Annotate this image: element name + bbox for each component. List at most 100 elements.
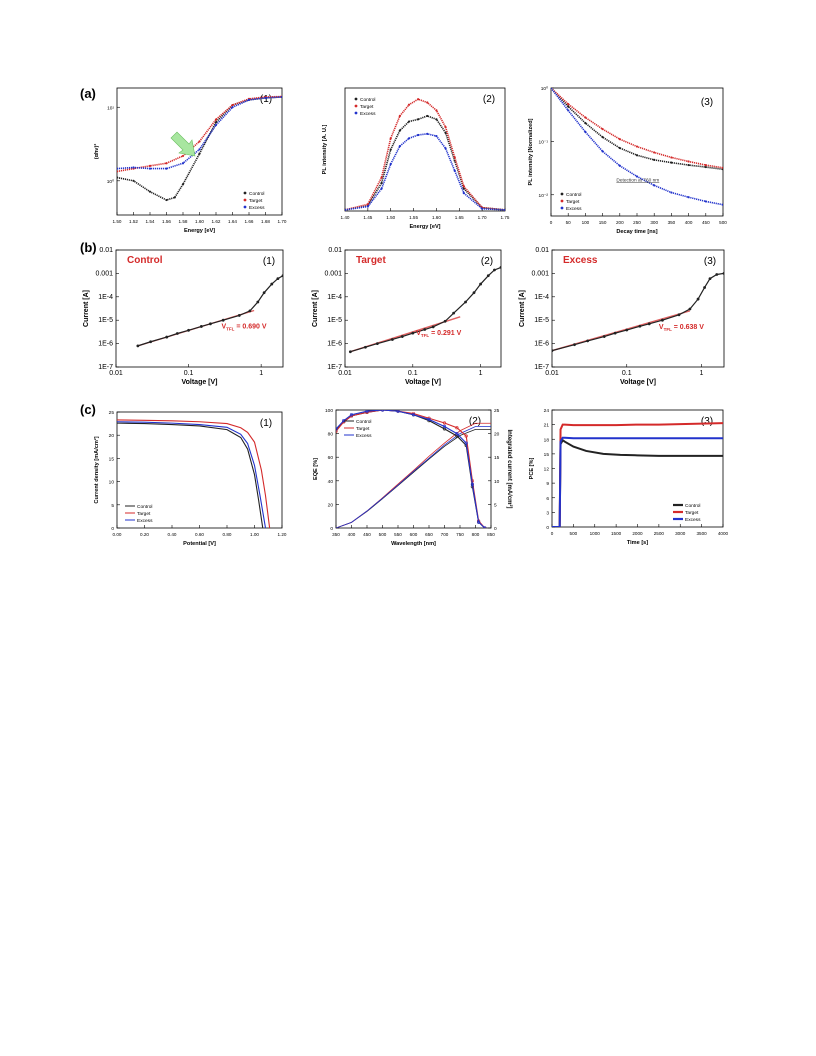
- vtfl-value: = 0.638 V: [672, 324, 704, 331]
- vtfl-label: VTFL = 0.638 V: [659, 324, 704, 332]
- x-tick-label: 3500: [697, 531, 708, 536]
- legend-label: Control: [356, 419, 371, 425]
- y-tick-label: 40: [328, 479, 334, 485]
- legend-swatch: [560, 199, 564, 203]
- x-tick-label: 1000: [590, 531, 601, 536]
- x-tick-label: 1.40: [341, 215, 350, 220]
- y-axis-label: (αhν)²: [93, 144, 100, 160]
- x-tick-label: 2500: [654, 531, 665, 536]
- x-tick-label: 1: [700, 370, 704, 377]
- x-tick-label: 1.62: [212, 219, 221, 224]
- y-tick-label: 1E-5: [327, 317, 342, 324]
- x-tick-label: 0.40: [168, 532, 177, 537]
- x-tick-label: 1: [259, 370, 263, 377]
- chart-b2: 0.01 0.1 1 1E-7 1E-6 1E-5 1E-4 0.001 0.01 Voltage…: [312, 247, 502, 386]
- plot-frame: [116, 411, 283, 529]
- y-tick-label: 80: [328, 432, 334, 438]
- x-tick-label: 200: [616, 220, 624, 225]
- x-tick-label: 1.45: [363, 215, 372, 220]
- marker-target: [464, 434, 468, 438]
- x-tick-label: 1.52: [129, 219, 138, 224]
- plot-frame: [116, 87, 283, 216]
- plot-area: [117, 419, 271, 528]
- series-trace-excess: [551, 88, 723, 206]
- x-tick-label: 650: [425, 532, 433, 537]
- plot-area: [136, 274, 283, 348]
- panel-number: (1): [260, 418, 272, 429]
- marker-excess: [455, 432, 459, 436]
- vtfl-label: VTFL = 0.291 V: [416, 330, 461, 338]
- x-tick-label: 600: [410, 532, 418, 537]
- series-trace-target: [117, 95, 282, 173]
- chart-c3: 0 500 1000 1500 2000 2500 3000 3500 4000 0 3 6 9 12 15…: [529, 408, 729, 546]
- legend-label: Control: [566, 192, 581, 198]
- plot-area: [345, 98, 505, 211]
- x-tick-label: 0.1: [408, 370, 418, 377]
- series-trace-control: [551, 88, 723, 171]
- panel-number: (3): [704, 256, 716, 267]
- vtfl-value: = 0.690 V: [234, 323, 266, 330]
- plot-area: [552, 272, 724, 353]
- sample-label: Target: [356, 255, 386, 266]
- y2-tick-label: 20: [494, 432, 500, 438]
- legend-label: Target: [685, 510, 699, 516]
- x-tick-label: 300: [650, 220, 658, 225]
- y-tick-label: 1E-6: [327, 341, 342, 348]
- x-tick-label: 1.54: [146, 219, 155, 224]
- chart-a2: 1.40 1.45 1.50 1.55 1.60 1.65 1.70 1.75 Energy […: [322, 87, 510, 230]
- x-tick-label: 1.64: [228, 219, 237, 224]
- panel-number: (3): [701, 97, 713, 108]
- series-line-excess: [336, 410, 486, 528]
- legend-swatch: [243, 198, 247, 202]
- x-tick-label: 0: [550, 220, 553, 225]
- x-tick-label: 0.1: [622, 370, 632, 377]
- series-line-target: [117, 419, 271, 528]
- marker-excess: [470, 482, 475, 486]
- series-trace-control: [117, 96, 282, 201]
- y-axis-label: Current density [mA/cm²]: [93, 436, 100, 503]
- x-tick-label: 500: [379, 532, 387, 537]
- y-tick-label: 5: [111, 503, 114, 509]
- x-tick-label: 3000: [675, 531, 686, 536]
- y-tick-label: 18: [544, 437, 550, 443]
- legend-label: Target: [137, 511, 151, 517]
- y-tick-label: 0: [111, 526, 114, 532]
- series-line-control: [117, 422, 264, 528]
- sample-label: Control: [127, 255, 163, 266]
- x-tick-label: 700: [441, 532, 449, 537]
- x-tick-label: 850: [487, 532, 495, 537]
- y-tick-label: 0.001: [95, 270, 113, 277]
- marker-target: [442, 421, 447, 425]
- y-tick-label: 10: [109, 480, 115, 486]
- x-tick-label: 1.70: [478, 215, 487, 220]
- x-tick-label: 100: [582, 220, 590, 225]
- y-tick-label: 0.001: [531, 270, 549, 277]
- x-tick-label: 350: [332, 532, 340, 537]
- x-tick-label: 0.60: [195, 532, 204, 537]
- y-tick-label: 3: [546, 510, 549, 516]
- x-tick-label: 50: [566, 220, 572, 225]
- y-tick-label: 12: [544, 467, 550, 473]
- plot-area: [551, 88, 723, 206]
- y-tick-label: 20: [328, 502, 334, 508]
- y-tick-label: 0.01: [328, 247, 342, 254]
- x-tick-label: 1.20: [278, 532, 287, 537]
- y-tick-label: 25: [109, 410, 115, 416]
- x-tick-label: 1.55: [409, 215, 418, 220]
- marker-excess: [396, 410, 400, 413]
- series-trace-data: [350, 266, 501, 353]
- x-tick-label: 400: [685, 220, 693, 225]
- y-tick-label: 0.001: [324, 270, 342, 277]
- x-axis-label: Energy [eV]: [409, 224, 440, 230]
- plot-frame: [115, 249, 284, 368]
- panel-number: (3): [701, 416, 713, 427]
- row-label-2: (c): [80, 402, 96, 417]
- plot-frame: [551, 249, 725, 368]
- x-tick-label: 450: [702, 220, 710, 225]
- plot-frame: [551, 409, 724, 528]
- y-tick-label: 1E-4: [98, 294, 113, 301]
- y-tick-label: 0: [330, 526, 333, 532]
- series-line-target: [336, 410, 486, 528]
- legend-label: Control: [249, 191, 264, 197]
